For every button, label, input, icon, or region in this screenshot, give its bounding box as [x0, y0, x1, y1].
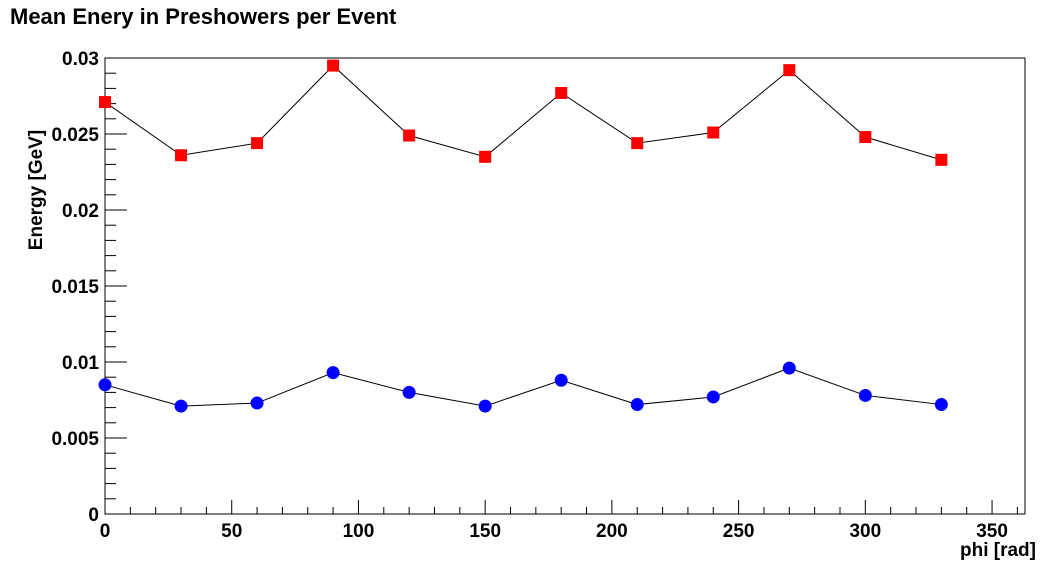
- data-point-square: [555, 86, 568, 99]
- data-point-circle: [98, 378, 112, 392]
- data-point-circle: [402, 385, 416, 399]
- x-tick-label: 100: [343, 521, 375, 542]
- data-point-circle: [250, 396, 264, 410]
- series-group: [98, 59, 948, 413]
- data-point-circle: [174, 399, 188, 413]
- x-tick-label: 50: [221, 521, 242, 542]
- y-tick-label: 0.025: [51, 125, 99, 146]
- y-tick-label: 0.01: [62, 353, 99, 374]
- y-tick-label: 0.015: [51, 277, 99, 298]
- data-point-square: [327, 59, 340, 72]
- chart-title: Mean Enery in Preshowers per Event: [10, 4, 397, 29]
- x-axis-label: phi [rad]: [960, 540, 1036, 561]
- series-line: [104, 64, 942, 161]
- axis-ticks: 0 0.005 0.01 0.015 0.02 0.025 0.03 0 50 100 150 200…: [51, 49, 1018, 542]
- x-tick-label: 300: [849, 521, 881, 542]
- data-point-square: [859, 131, 872, 144]
- y-tick-label: 0.02: [62, 201, 99, 222]
- data-point-circle: [782, 361, 796, 375]
- data-point-square: [631, 137, 644, 150]
- data-point-circle: [706, 390, 720, 404]
- x-tick-label: 250: [723, 521, 755, 542]
- data-point-square: [99, 96, 111, 109]
- data-point-circle: [326, 366, 340, 380]
- plot-frame: [104, 57, 1026, 515]
- data-point-square: [175, 149, 188, 162]
- data-point-square: [403, 129, 416, 142]
- data-point-square: [707, 126, 720, 139]
- data-point-square: [479, 150, 492, 163]
- x-tick-label: 350: [976, 521, 1008, 542]
- data-point-circle: [554, 373, 568, 387]
- data-point-circle: [478, 399, 492, 413]
- data-point-circle: [630, 398, 644, 412]
- x-tick-label: 0: [100, 521, 111, 542]
- x-tick-label: 150: [469, 521, 501, 542]
- data-point-circle: [858, 388, 872, 402]
- data-point-square: [935, 153, 948, 166]
- data-point-square: [783, 64, 796, 77]
- series-line: [104, 367, 942, 407]
- data-point-square: [251, 137, 264, 150]
- y-tick-label: 0: [88, 505, 99, 526]
- data-point-circle: [934, 398, 948, 412]
- y-tick-label: 0.03: [62, 49, 99, 70]
- y-tick-label: 0.005: [51, 429, 99, 450]
- x-tick-label: 200: [596, 521, 628, 542]
